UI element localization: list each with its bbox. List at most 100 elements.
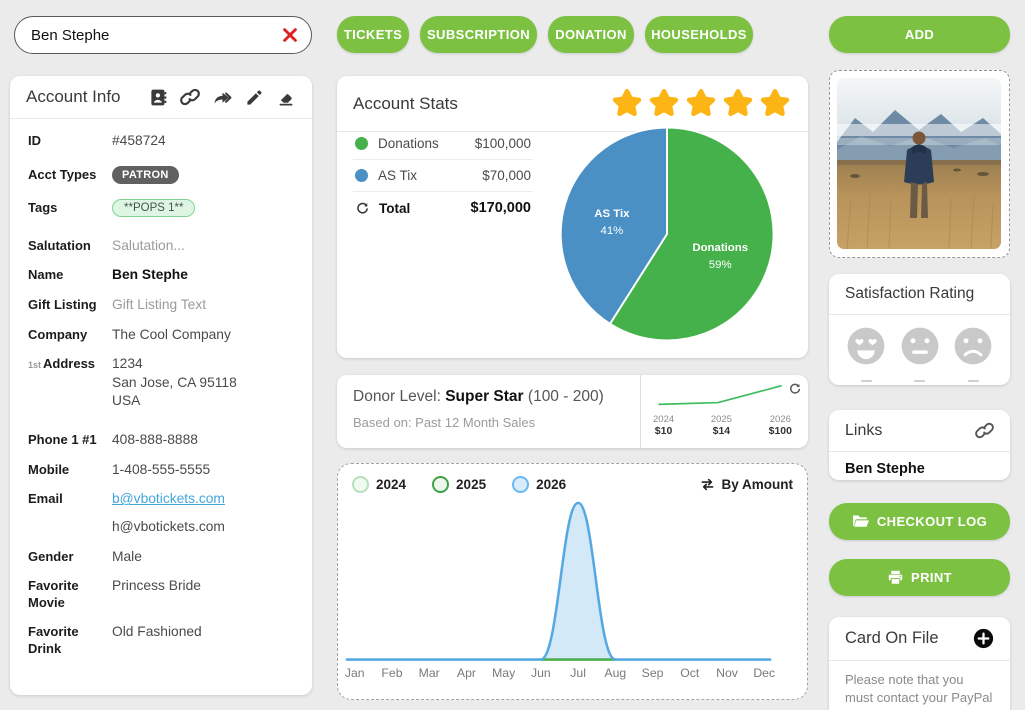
month-tick: Oct [680,666,700,680]
field-row-email: Email b@vbotickets.com h@vbotickets.com [28,490,296,536]
account-stats-card: Account Stats Donations $100,000 AS Tix … [337,76,808,358]
printer-icon [888,570,903,585]
card-on-file-card: Card On File Please note that you must c… [829,617,1010,710]
field-label: Company [28,326,88,342]
star-rating[interactable] [610,87,792,120]
account-info-fields: ID #458724 Acct Types PATRON Tags **POPS… [10,119,312,658]
edit-icon[interactable] [245,88,264,107]
field-row-name: Name Ben Stephe [28,266,296,285]
star-icon[interactable] [721,87,755,120]
year-radio-group: 2024 2025 2026 [352,476,566,493]
households-button[interactable]: HOUSEHOLDS [645,16,753,53]
contact-card-icon[interactable] [149,88,168,107]
links-header: Links [829,410,1010,452]
rating-count-placeholder [860,380,872,382]
star-icon[interactable] [758,87,792,120]
subscription-button[interactable]: SUBSCRIPTION [420,16,537,53]
happy-face-button[interactable] [845,325,887,382]
year-label: 2025 [456,477,487,492]
field-label: Favorite Movie [28,578,79,611]
field-row-phone: Phone 1 #1 408-888-8888 [28,431,296,450]
account-stats-header: Account Stats [337,76,808,132]
refresh-icon[interactable] [788,382,802,396]
account-stats-pie: AS Tix 41% Donations 59% [549,120,785,353]
field-label: Phone 1 #1 [28,432,97,447]
year-radio-2025[interactable]: 2025 [432,476,486,493]
total-label: Total [379,200,411,216]
month-tick: Jul [570,666,586,680]
account-info-header: Account Info [10,76,312,119]
donor-level-basis: Based on: Past 12 Month Sales [353,415,536,430]
field-value: #458724 [112,133,166,148]
sparkline-chart [658,384,782,406]
field-value: Male [112,548,142,564]
by-amount-toggle[interactable]: By Amount [699,477,794,492]
refresh-icon[interactable] [355,201,370,216]
month-tick: Sep [642,666,664,680]
email-link[interactable]: b@vbotickets.com [112,491,225,507]
linked-account[interactable]: Ben Stephe [845,461,925,477]
account-info-title: Account Info [26,87,121,106]
radio-dot-icon [432,476,450,493]
field-label: Mobile [28,461,70,477]
gift-listing-field[interactable]: Gift Listing Text [112,296,207,312]
address-value: 1234 San Jose, CA 95118 USA [112,355,237,411]
month-tick: Jan [345,666,365,680]
email-secondary: h@vbotickets.com [112,518,225,534]
month-tick: Dec [753,666,775,680]
field-row-id: ID #458724 [28,132,296,151]
neutral-face-button[interactable] [899,325,941,382]
add-button[interactable]: ADD [829,16,1010,53]
star-icon[interactable] [684,87,718,120]
field-value: Princess Bride [112,578,201,594]
donation-button[interactable]: DONATION [548,16,634,53]
eraser-icon[interactable] [276,88,296,107]
donor-level-value: Super Star [445,388,524,405]
account-search [14,16,312,54]
link-icon[interactable] [975,421,994,440]
tickets-button[interactable]: TICKETS [337,16,409,53]
field-row-tags: Tags **POPS 1** [28,198,296,217]
sad-face-button[interactable] [952,325,994,382]
salutation-field[interactable]: Salutation... [112,237,185,253]
year-radio-2026[interactable]: 2026 [512,476,566,493]
field-label: Name [28,267,64,283]
field-label: Tags [28,199,58,215]
field-label: Favorite Drink [28,623,79,656]
field-value: Old Fashioned [112,623,202,639]
legend-row-donations: Donations $100,000 [353,128,533,160]
donor-level-info: Donor Level: Super Star (100 - 200) Base… [337,375,640,448]
satisfaction-title: Satisfaction Rating [845,285,975,302]
field-value: 1-408-555-5555 [112,461,211,477]
print-button[interactable]: PRINT [829,559,1010,596]
pie-pct-astix: 41% [600,225,623,237]
by-amount-label: By Amount [721,477,794,492]
spark-amount: $14 [712,425,731,437]
field-label: Email [28,491,63,507]
checkout-log-button[interactable]: CHECKOUT LOG [829,503,1010,540]
month-tick: May [492,666,516,680]
clear-search-icon[interactable] [281,26,299,44]
search-input[interactable] [31,26,281,44]
sad-face-icon [954,327,992,365]
address-ordinal: 1st [28,360,42,371]
star-icon[interactable] [610,87,644,120]
profile-photo[interactable] [829,70,1010,258]
field-row-gift-listing: Gift Listing Gift Listing Text [28,296,296,315]
spark-year: 2024 [653,414,675,425]
donor-level-sparkline: 2024 $10 2025 $14 2026 $100 [640,375,808,448]
year-radio-2024[interactable]: 2024 [352,476,406,493]
link-icon[interactable] [180,87,200,107]
address-line2: San Jose, CA 95118 [112,374,237,390]
star-icon[interactable] [647,87,681,120]
satisfaction-card: Satisfaction Rating [829,274,1010,385]
acct-type-chip: PATRON [112,165,179,184]
spark-year: 2025 [710,414,732,425]
add-card-icon[interactable] [973,628,994,649]
address-line1: 1234 [112,356,143,372]
satisfaction-header: Satisfaction Rating [829,274,1010,315]
legend-row-total: Total $170,000 [353,192,533,224]
field-row-salutation: Salutation Salutation... [28,237,296,256]
forward-icon[interactable] [212,88,233,107]
